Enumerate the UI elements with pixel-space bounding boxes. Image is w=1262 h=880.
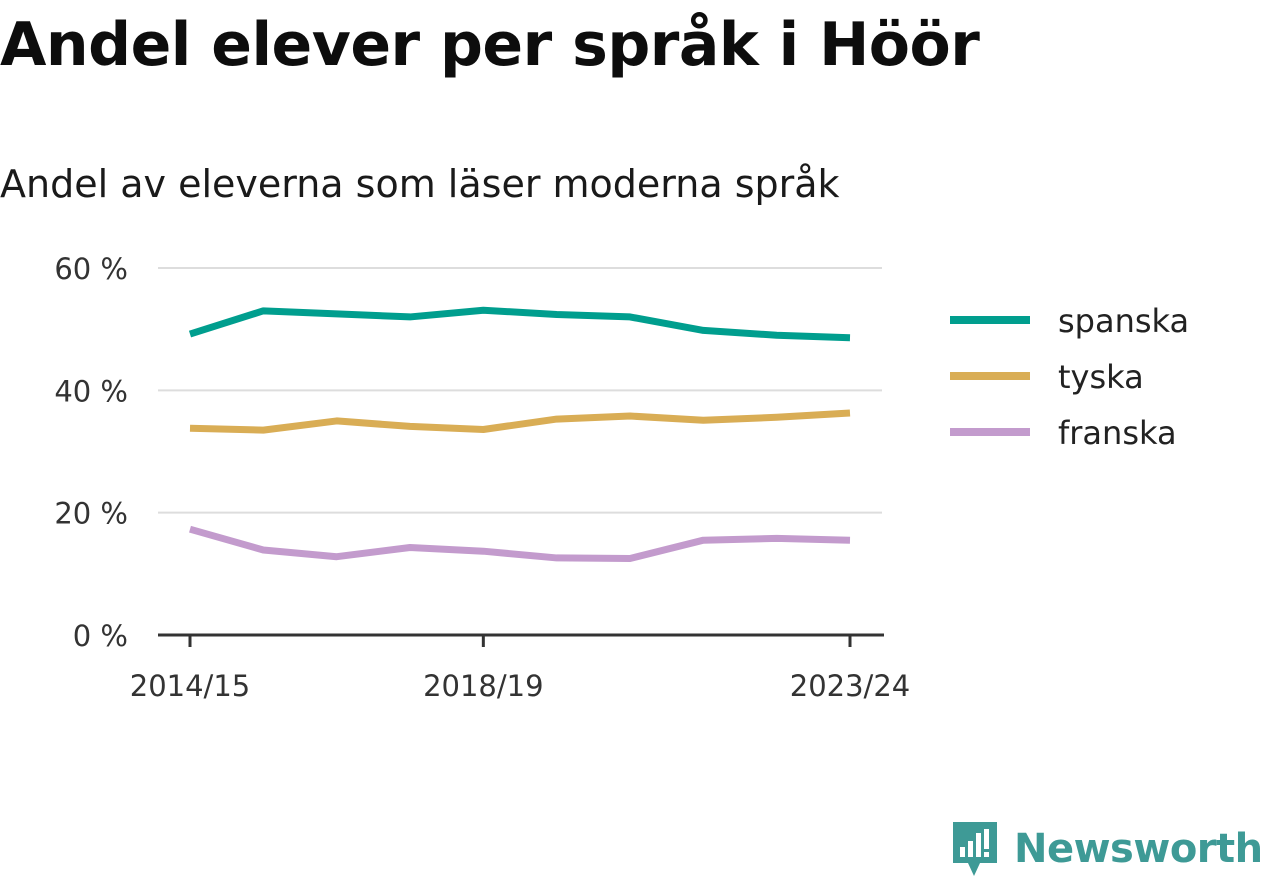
- grid-lines: [158, 267, 882, 514]
- x-tick-label: 2014/15: [130, 669, 250, 703]
- brand-name: Newsworthy: [1014, 826, 1262, 872]
- y-tick-label: 60 %: [54, 252, 128, 286]
- series-line-spanska: [188, 306, 851, 342]
- y-tick-label: 20 %: [54, 497, 128, 531]
- legend: spanska tyska franska: [950, 302, 1189, 452]
- x-tick-label: 2018/19: [423, 669, 543, 703]
- chart-title: Andel elever per språk i Höör: [0, 10, 980, 80]
- x-tick-label: 2023/24: [790, 669, 910, 703]
- series-line-tyska: [189, 409, 851, 434]
- legend-label-tyska: tyska: [1058, 358, 1144, 396]
- y-tick-label: 0 %: [73, 619, 128, 653]
- legend-label-spanska: spanska: [1058, 302, 1189, 340]
- series-lines: [188, 306, 851, 563]
- legend-label-franska: franska: [1058, 414, 1177, 452]
- series-line-franska: [189, 525, 851, 563]
- y-axis-ticks: 0 % 20 % 40 % 60 %: [54, 252, 128, 653]
- newsworthy-brand: Newsworthy: [950, 818, 1262, 880]
- chart-subtitle: Andel av eleverna som läser moderna språ…: [0, 162, 840, 206]
- newsworthy-bar-chart-icon: [953, 822, 997, 876]
- y-tick-label: 40 %: [54, 374, 128, 408]
- x-axis: 2014/15 2018/19 2023/24: [130, 633, 910, 703]
